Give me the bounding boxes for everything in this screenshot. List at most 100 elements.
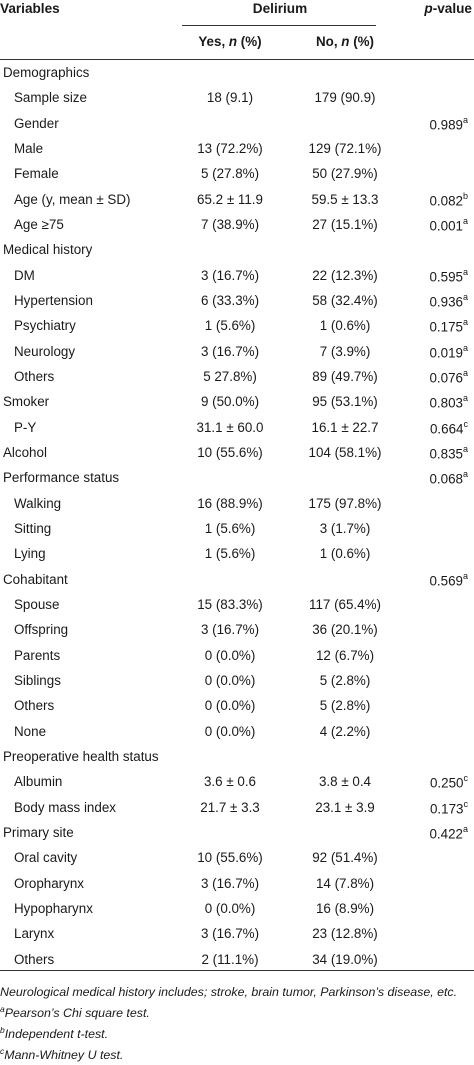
row-yes-value: 3 (16.7%) (200, 622, 260, 638)
p-value-number: 0.569 (429, 573, 463, 589)
table-row: Gender 0.989a (0, 114, 474, 141)
table-row: Medical history (0, 242, 474, 267)
table-row: Siblings 0 (0.0%) 5 (2.8%) (0, 673, 474, 698)
row-no-value: 179 (90.9) (314, 90, 376, 106)
row-no-value: 104 (58.1%) (308, 444, 382, 460)
p-value-test-marker: a (462, 216, 468, 226)
header-yes-text: Yes, (198, 34, 229, 49)
row-no-value: 1 (0.6%) (319, 546, 371, 562)
row-label: Male (14, 141, 44, 156)
row-label: Preoperative health status (3, 748, 159, 764)
row-no-value: 16 (8.9%) (315, 900, 375, 916)
row-label: Others (14, 698, 55, 714)
row-label: Alcohol (3, 444, 47, 460)
row-label: Psychiatry (14, 318, 76, 334)
row-no-value: 50 (27.9%) (312, 166, 378, 182)
p-value-test-marker: a (462, 570, 468, 581)
table-row: Female 5 (27.8%) 50 (27.9%) (0, 166, 474, 191)
row-p-value: 0.989a (429, 114, 468, 132)
row-no-value: 1 (0.6%) (319, 318, 371, 334)
row-no-value: 3.8 ± 0.4 (318, 774, 372, 790)
header-p-value: p-value (424, 1, 472, 16)
row-yes-value: 5 (27.8%) (200, 166, 260, 182)
row-yes-value: 2 (11.1%) (201, 951, 259, 967)
row-yes-value: 9 (50.0%) (200, 394, 260, 410)
p-value-number: 0.936 (429, 294, 463, 310)
header-yes-pct: (%) (237, 34, 262, 49)
row-no-value: 22 (12.3%) (312, 267, 378, 283)
table-row: Demographics (0, 65, 474, 90)
p-value-number: 0.595 (429, 269, 463, 285)
row-label: Body mass index (14, 799, 116, 815)
row-label: Others (14, 369, 55, 384)
row-no-value: 36 (20.1%) (312, 622, 378, 638)
table-row: Smoker 9 (50.0%) 95 (53.1%) 0.803a (0, 393, 474, 419)
footer-rule (0, 970, 474, 971)
row-no-value: 16.1 ± 22.7 (311, 419, 379, 435)
row-label: Cohabitant (3, 571, 68, 587)
table-row: Oropharynx 3 (16.7%) 14 (7.8%) (0, 876, 474, 901)
footnote-marker: b (0, 1025, 5, 1036)
row-no-value: 5 (2.8%) (319, 698, 371, 714)
p-value-test-marker: a (462, 114, 468, 125)
row-no-value: 89 (49.7%) (312, 369, 378, 384)
p-value-number: 0.068 (429, 471, 463, 487)
header-p-italic: p (424, 1, 433, 16)
footnote: aPearson’s Chi square test. (0, 1001, 474, 1022)
header-p-rest: -value (432, 1, 472, 16)
row-yes-value: 21.7 ± 3.3 (200, 799, 260, 815)
row-p-value: 0.175a (429, 317, 468, 335)
footnote-text: Independent t-test. (4, 1027, 109, 1042)
p-value-test-marker: a (462, 266, 468, 277)
row-label: Hypopharynx (14, 900, 93, 916)
footnote: Neurological medical history includes; s… (0, 980, 474, 1001)
p-value-test-marker: c (463, 418, 469, 429)
table-row: Age ≥75 7 (38.9%) 27 (15.1%) 0.001a (0, 216, 474, 242)
p-value-number: 0.664 (429, 421, 464, 437)
p-value-test-marker: a (462, 292, 468, 302)
row-yes-value: 0 (0.0%) (204, 672, 256, 688)
table-row: Albumin 3.6 ± 0.6 3.8 ± 0.4 0.250c (0, 773, 474, 799)
header-variables: Variables (0, 1, 60, 16)
row-label: Albumin (14, 774, 63, 790)
row-yes-value: 7 (38.9%) (200, 217, 260, 232)
row-yes-value: 3 (16.7%) (200, 343, 260, 359)
row-yes-value: 16 (88.9%) (197, 495, 263, 511)
table-row: Sitting 1 (5.6%) 3 (1.7%) (0, 521, 474, 546)
row-no-value: 59.5 ± 13.3 (311, 191, 379, 207)
row-yes-value: 0 (0.0%) (204, 723, 256, 739)
row-label: Oral cavity (14, 850, 78, 866)
p-value-number: 0.173 (429, 801, 464, 817)
table-row: Sample size 18 (9.1) 179 (90.9) (0, 90, 474, 115)
row-p-value: 0.664c (429, 418, 469, 437)
p-value-number: 0.175 (429, 319, 463, 335)
row-yes-value: 3 (16.7%) (200, 875, 260, 891)
row-p-value: 0.595a (429, 266, 468, 285)
row-yes-value: 1 (5.6%) (204, 318, 256, 334)
row-no-value: 117 (65.4%) (309, 596, 381, 612)
row-yes-value: 10 (55.6%) (197, 444, 263, 460)
row-label: Others (14, 951, 55, 967)
p-value-number: 0.835 (429, 446, 463, 462)
row-label: None (14, 723, 47, 739)
row-p-value: 0.082b (429, 191, 468, 209)
row-p-value: 0.422a (429, 824, 468, 842)
p-value-number: 0.250 (429, 775, 464, 791)
table-row: Hypopharynx 0 (0.0%) 16 (8.9%) (0, 901, 474, 926)
row-no-value: 129 (72.1%) (308, 141, 382, 156)
p-value-number: 0.082 (429, 193, 463, 209)
header-yes-n: n (228, 34, 238, 49)
row-label: Neurology (14, 343, 76, 359)
row-no-value: 58 (32.4%) (312, 293, 378, 308)
row-label: Sample size (14, 90, 87, 106)
row-yes-value: 65.2 ± 11.9 (197, 191, 263, 207)
footnote-text: Mann-Whitney U test. (4, 1048, 124, 1063)
table-row: Others 2 (11.1%) 34 (19.0%) (0, 952, 474, 977)
row-no-value: 14 (7.8%) (315, 875, 375, 891)
header-yes: Yes, n (%) (180, 34, 280, 49)
row-p-value: 0.936a (429, 292, 468, 310)
p-value-number: 0.422 (429, 826, 463, 842)
row-yes-value: 6 (33.3%) (200, 293, 260, 308)
header-no-n: n (341, 34, 350, 49)
row-no-value: 92 (51.4%) (312, 850, 378, 866)
